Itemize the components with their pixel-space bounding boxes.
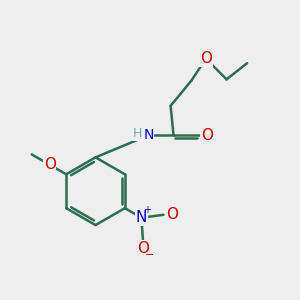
Text: N: N — [143, 128, 154, 142]
Text: O: O — [137, 241, 149, 256]
Text: +: + — [143, 206, 151, 215]
Text: O: O — [44, 157, 56, 172]
Text: H: H — [133, 127, 142, 140]
Text: N: N — [136, 210, 147, 225]
Text: −: − — [145, 250, 154, 260]
Text: O: O — [200, 51, 212, 66]
Text: O: O — [201, 128, 213, 143]
Text: O: O — [166, 207, 178, 222]
